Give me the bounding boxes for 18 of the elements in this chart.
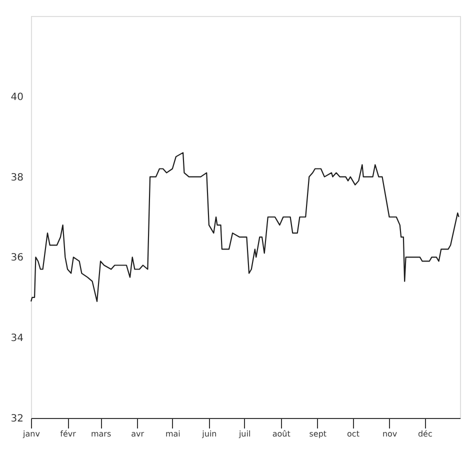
x-tick-label: mars	[90, 430, 112, 438]
line-series	[30, 152, 460, 302]
x-tick-label: févr	[60, 430, 77, 438]
x-tick-label: avr	[131, 430, 145, 438]
x-tick-label: août	[272, 430, 290, 438]
x-tick-label: mai	[165, 430, 180, 438]
x-tick-label: déc	[418, 430, 432, 438]
y-tick-label: 34	[10, 333, 24, 344]
x-tick-label: juil	[238, 430, 251, 438]
x-tick-label: janv	[22, 430, 40, 438]
x-tick-label: juin	[201, 430, 217, 438]
x-tick-label: oct	[347, 430, 360, 438]
x-tick-label: nov	[382, 430, 398, 438]
y-tick-label: 36	[10, 252, 24, 264]
y-tick-label: 38	[10, 172, 24, 184]
y-tick-label: 32	[10, 414, 24, 424]
y-tick-label: 40	[10, 92, 24, 103]
x-tick-label: sept	[309, 430, 327, 438]
